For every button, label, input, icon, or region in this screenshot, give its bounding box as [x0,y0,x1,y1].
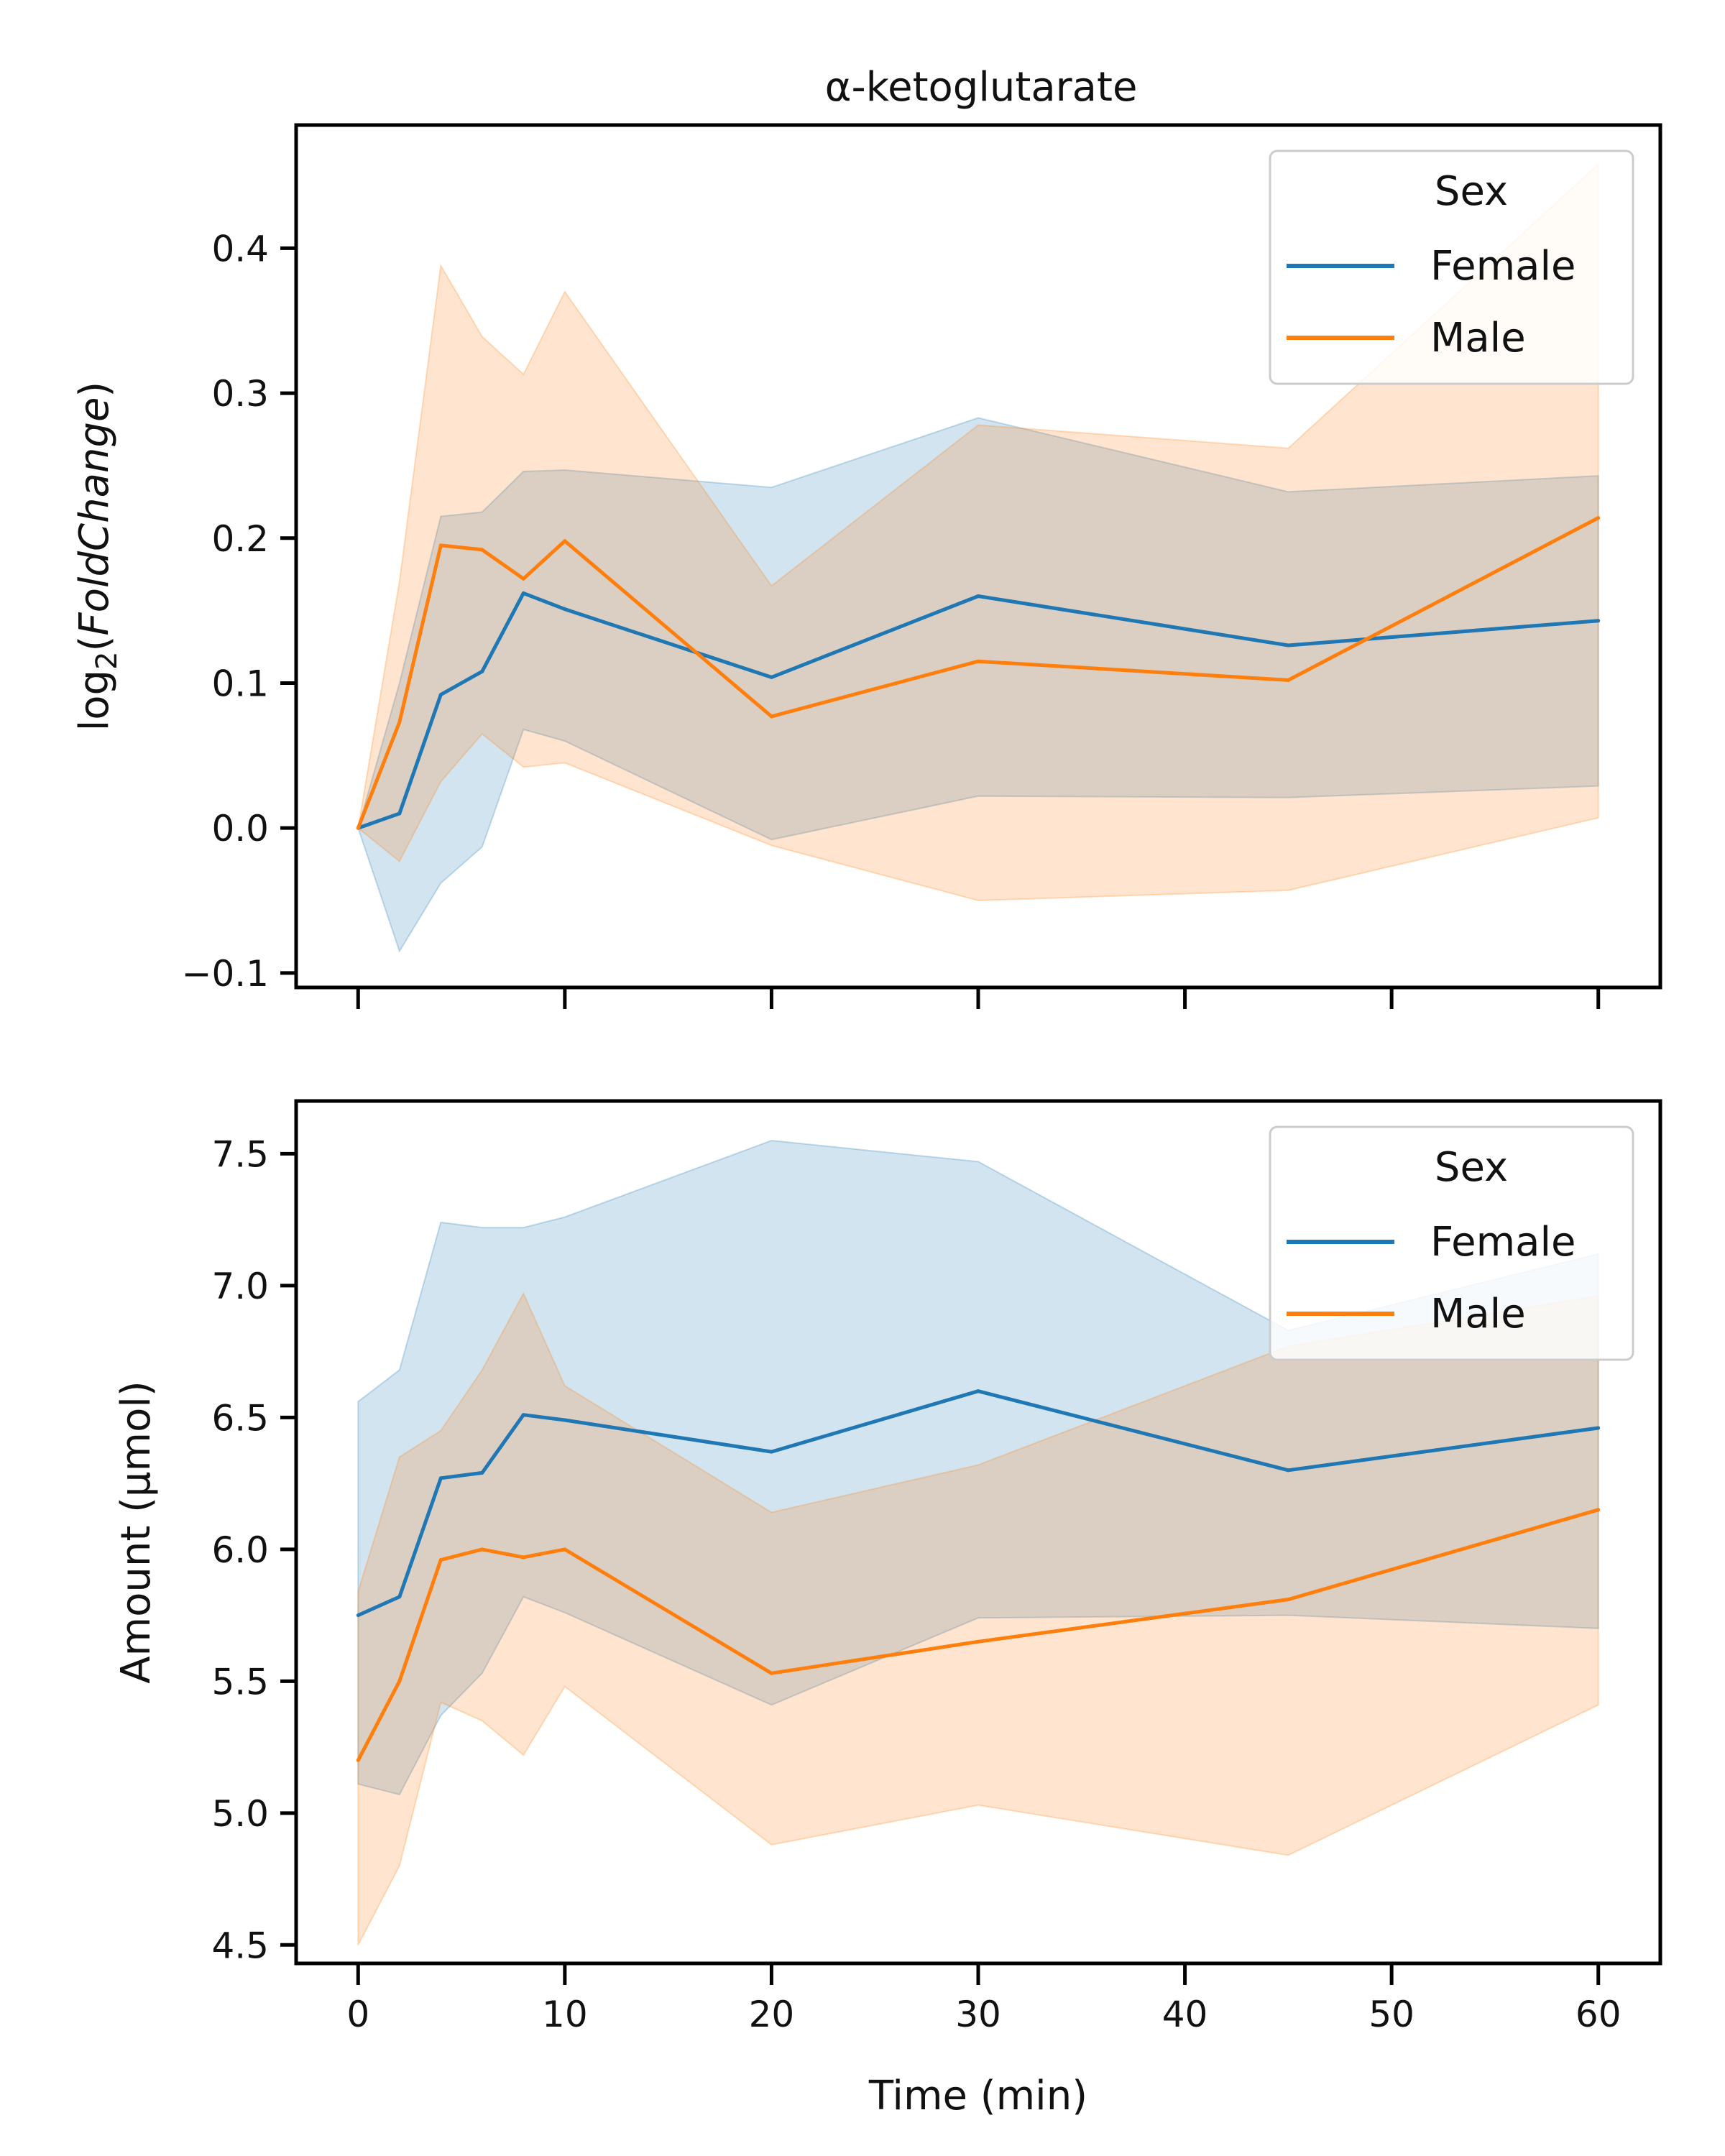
y-tick-label: 7.0 [211,1266,269,1307]
x-axis-label: Time (min) [868,2073,1087,2119]
data-point-male [976,659,980,663]
data-point-female [438,693,443,697]
data-point-male [480,1547,484,1552]
data-point-female [521,1413,525,1417]
data-point-male [769,1671,773,1675]
legend: Sex Female Male [1269,1125,1634,1361]
data-point-male [521,576,525,581]
y-tick-label: 0.2 [211,518,269,560]
data-point-female [1286,1468,1290,1473]
bottom-panel: 0 10 20 30 40 50 60 4.5 5.0 5.5 6.0 6.5 7.0 7.5 Amoun… [113,1099,1662,2119]
data-point-male [397,720,402,724]
legend-frame [1269,149,1634,385]
data-point-female [438,1476,443,1480]
data-point-male [769,714,773,719]
x-tick-label: 50 [1368,1994,1414,2035]
data-point-male [438,543,443,548]
series-line-male [356,1508,1599,1761]
data-point-male [356,826,360,830]
data-point-male [1596,1508,1601,1512]
legend-female-label: Female [1430,1219,1576,1266]
data-point-male [356,1758,360,1762]
data-point-female [769,1450,773,1454]
data-point-female [563,607,567,612]
y-tick-label: 5.5 [211,1661,269,1703]
y-tick-label: 0.0 [211,808,269,849]
data-point-female [397,1595,402,1599]
data-point-male [976,1639,980,1644]
data-point-female [397,811,402,816]
x-tick-label: 60 [1576,1994,1622,2035]
y-tick-label: 0.1 [211,663,269,704]
legend-female-label: Female [1430,243,1576,290]
data-point-female [480,669,484,673]
data-point-male [397,1679,402,1683]
data-point-female [1596,619,1601,623]
y-tick-label: 6.5 [211,1397,269,1439]
data-point-male [438,1558,443,1562]
data-point-female [976,594,980,598]
data-point-female [1596,1426,1601,1430]
legend-male-label: Male [1430,1291,1526,1337]
y-tick-label: 0.3 [211,373,269,415]
legend-title: Sex [1435,168,1508,215]
data-point-female [480,1470,484,1475]
data-point-male [1286,678,1290,682]
data-point-male [480,548,484,552]
data-point-male [1286,1598,1290,1602]
legend-male-label: Male [1430,315,1526,361]
data-point-female [976,1389,980,1393]
x-tick-label: 0 [346,1994,369,2035]
y-tick-label: 6.0 [211,1529,269,1571]
data-point-female [563,1418,567,1422]
data-point-female [1286,643,1290,648]
data-point-male [563,1547,567,1552]
data-point-male [521,1555,525,1560]
chart-title: α-ketoglutarate [825,64,1138,111]
x-tick-label: 30 [955,1994,1001,2035]
ci-band-male [357,1291,1599,1945]
legend-title: Sex [1435,1144,1508,1191]
y-tick-label: 0.4 [211,228,269,270]
x-tick-label: 10 [542,1994,588,2035]
series-line-female [357,591,1598,830]
data-point-female [356,1613,360,1618]
y-tick-label: 7.5 [211,1133,269,1175]
legend-frame [1269,1125,1634,1361]
data-point-male [563,539,567,543]
series-line-male [356,516,1599,829]
ci-band-male [357,162,1599,902]
top-panel: α-ketoglutarate −0.1 0.0 0.1 0.2 0.3 0.4 log2… [71,64,1662,1009]
series-line-female [357,1389,1599,1617]
y-tick-label: 5.0 [211,1793,269,1835]
ci-band-female [357,417,1599,953]
legend: Sex Female Male [1269,149,1634,385]
y-tick-label: 4.5 [211,1925,269,1966]
y-axis-label: log2(FoldChange) [71,382,124,732]
x-tick-label: 20 [749,1994,795,2035]
y-tick-label: −0.1 [182,953,269,995]
x-tick-label: 40 [1162,1994,1208,2035]
data-point-male [1596,516,1601,520]
y-axis-label: Amount (μmol) [113,1381,160,1684]
ci-band-female [357,1139,1599,1796]
data-point-female [769,675,773,679]
data-point-female [521,591,525,595]
